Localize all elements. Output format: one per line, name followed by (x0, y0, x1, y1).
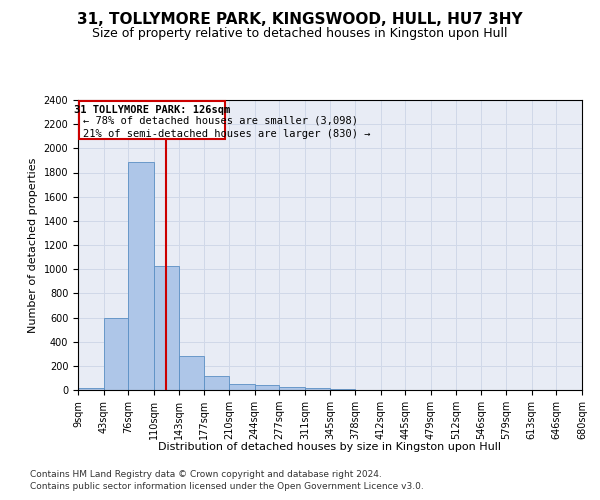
Bar (279, 386, 305, 390)
Text: 21% of semi-detached houses are larger (830) →: 21% of semi-detached houses are larger (… (83, 129, 370, 139)
Bar (154, 266, 179, 390)
Text: ← 78% of detached houses are smaller (3,098): ← 78% of detached houses are smaller (3,… (83, 116, 358, 126)
Text: Contains public sector information licensed under the Open Government Licence v3: Contains public sector information licen… (30, 482, 424, 491)
Bar (254, 386, 279, 390)
Text: Distribution of detached houses by size in Kingston upon Hull: Distribution of detached houses by size … (158, 442, 502, 452)
Y-axis label: Number of detached properties: Number of detached properties (28, 158, 38, 332)
Bar (305, 388, 331, 390)
Text: 31 TOLLYMORE PARK: 126sqm: 31 TOLLYMORE PARK: 126sqm (74, 106, 230, 116)
Text: Contains HM Land Registry data © Crown copyright and database right 2024.: Contains HM Land Registry data © Crown c… (30, 470, 382, 479)
Bar (78, 388, 104, 390)
Bar (104, 318, 128, 390)
Bar (179, 356, 204, 390)
Bar (229, 384, 254, 390)
Text: 31, TOLLYMORE PARK, KINGSWOOD, HULL, HU7 3HY: 31, TOLLYMORE PARK, KINGSWOOD, HULL, HU7… (77, 12, 523, 28)
Bar (128, 162, 154, 390)
Bar (204, 376, 229, 390)
FancyBboxPatch shape (79, 101, 225, 140)
Text: Size of property relative to detached houses in Kingston upon Hull: Size of property relative to detached ho… (92, 28, 508, 40)
